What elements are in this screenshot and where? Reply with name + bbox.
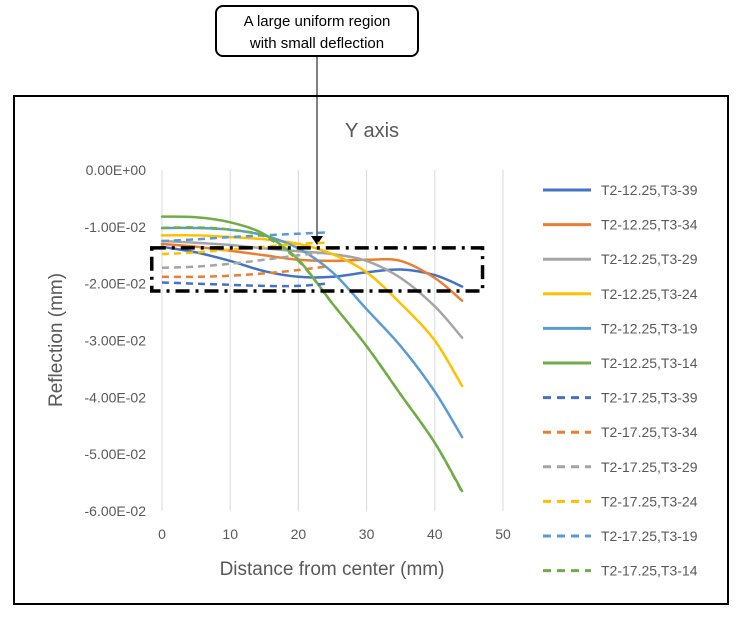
callout-arrowhead: [311, 236, 323, 245]
x-tick-label: 30: [359, 526, 375, 542]
y-tick-label: -6.00E-02: [85, 503, 147, 519]
legend-label: T2-12.25,T3-14: [601, 355, 698, 371]
callout-line-2: with small deflection: [249, 35, 384, 52]
legend-label: T2-17.25,T3-24: [601, 493, 698, 509]
x-axis-title: Distance from center (mm): [220, 559, 445, 580]
callout-line-1: A large uniform region: [244, 13, 391, 30]
legend-label: T2-17.25,T3-19: [601, 528, 698, 544]
series-line-t2-17-25-t3-39: [161, 281, 326, 288]
y-axis-title: Reflection (mm): [46, 273, 67, 407]
y-tick-label: -2.00E-02: [85, 276, 147, 292]
series-line-t2-17-25-t3-29: [161, 251, 326, 270]
x-tick-label: 0: [158, 526, 166, 542]
legend-label: T2-12.25,T3-39: [601, 182, 698, 198]
series-line-t2-12-25-t3-24: [160, 234, 464, 388]
x-tick-label: 50: [495, 526, 511, 542]
y-tick-label: -3.00E-02: [85, 333, 147, 349]
legend-label: T2-17.25,T3-34: [601, 424, 698, 440]
legend: T2-12.25,T3-39 T2-12.25,T3-34 T2-12.25,T3-…: [543, 182, 698, 579]
series-line-t2-12-25-t3-39: [160, 245, 464, 288]
y-tick-label: -4.00E-02: [85, 389, 147, 405]
y-tick-label: 0.00E+00: [86, 162, 147, 178]
annotation-layer: [150, 246, 485, 293]
chart-title: Y axis: [345, 120, 399, 142]
series-line-t2-17-25-t3-19: [161, 231, 326, 243]
uniform-region-box: [150, 246, 485, 293]
x-tick-label: 20: [291, 526, 307, 542]
legend-label: T2-12.25,T3-29: [601, 251, 698, 267]
y-tick-label: -5.00E-02: [85, 446, 147, 462]
legend-label: T2-12.25,T3-19: [601, 320, 698, 336]
legend-label: T2-12.25,T3-24: [601, 286, 698, 302]
series-line-t2-17-25-t3-34: [161, 265, 326, 279]
axis-layer: 0 10 20 30 40 50 0.00E+00 -1.00E-02 -2.00E-02 -3.…: [85, 162, 511, 542]
legend-label: T2-17.25,T3-39: [601, 390, 698, 406]
y-tick-label: -1.00E-02: [85, 219, 147, 235]
legend-label: T2-17.25,T3-14: [601, 563, 698, 579]
chart-frame: [13, 95, 729, 605]
x-tick-label: 10: [222, 526, 238, 542]
x-tick-label: 40: [427, 526, 443, 542]
series-layer: [160, 215, 464, 493]
legend-label: T2-12.25,T3-34: [601, 217, 698, 233]
legend-label: T2-17.25,T3-29: [601, 459, 698, 475]
series-line-t2-17-25-t3-14: [161, 226, 464, 493]
